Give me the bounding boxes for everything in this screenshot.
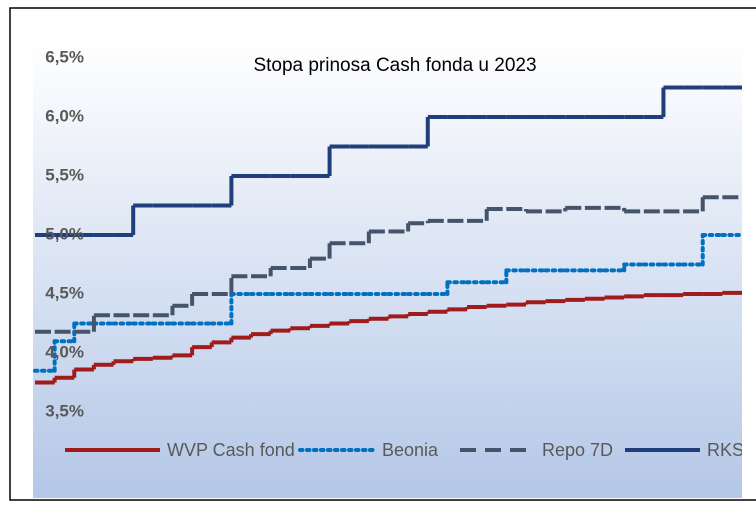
legend-label: RKS bbox=[707, 440, 744, 460]
chart-title: Stopa prinosa Cash fonda u 2023 bbox=[253, 55, 536, 76]
y-tick-label: 6,0% bbox=[45, 106, 84, 125]
y-tick-label: 5,5% bbox=[45, 165, 84, 184]
plot-background bbox=[33, 40, 742, 498]
legend-label: Beonia bbox=[382, 440, 439, 460]
y-tick-label: 5,0% bbox=[45, 224, 84, 243]
legend-label: Repo 7D bbox=[542, 440, 613, 460]
y-tick-label: 4,5% bbox=[45, 283, 84, 302]
y-tick-label: 4,0% bbox=[45, 342, 84, 361]
plot: WVP Cash fond Beonia Repo 7D RKS bbox=[33, 85, 744, 460]
legend-label: WVP Cash fond bbox=[167, 440, 295, 460]
y-tick-label: 3,5% bbox=[45, 401, 84, 420]
y-tick-label: 6,5% bbox=[45, 47, 84, 66]
